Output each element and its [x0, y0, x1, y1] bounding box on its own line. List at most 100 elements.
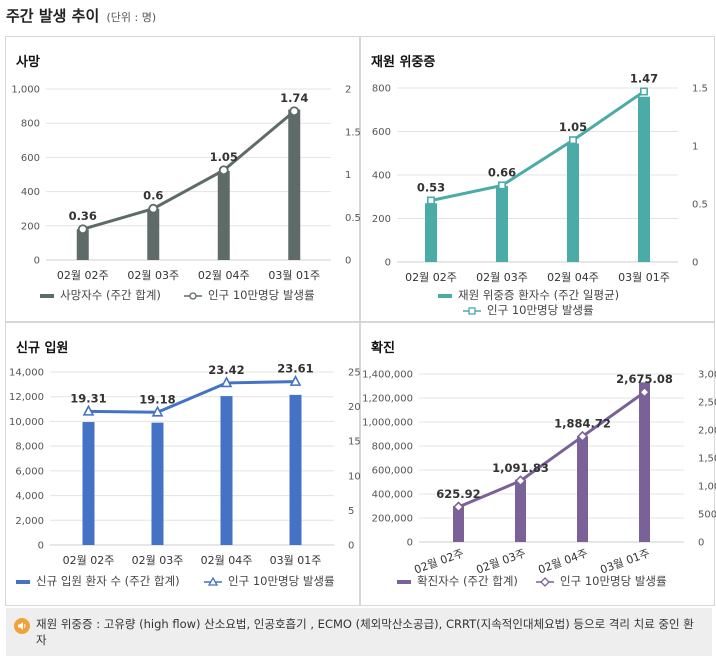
left-axis-tick: 8,000	[15, 442, 44, 453]
left-axis-tick: 400,000	[372, 490, 413, 501]
left-axis-tick: 600	[372, 127, 391, 138]
bar	[288, 109, 301, 261]
bar	[453, 506, 464, 542]
bar	[76, 229, 89, 260]
legend-line-marker	[189, 292, 197, 300]
legend-bar-label: 사망자수 (주간 합계)	[60, 288, 161, 302]
bar	[289, 394, 302, 545]
right-axis-tick: 1,500	[698, 454, 716, 465]
right-axis-tick: 1.5	[692, 84, 708, 95]
right-axis-tick: 15	[348, 437, 361, 448]
legend-line-label: 인구 10만명당 발생률	[487, 303, 594, 317]
data-label: 2,675.08	[616, 372, 673, 386]
right-axis-tick: 3,000	[698, 370, 716, 381]
category-label: 03월 01주	[618, 271, 670, 284]
rate-point	[77, 224, 88, 235]
right-axis-tick: 1	[692, 142, 698, 153]
left-axis-tick: 14,000	[9, 368, 44, 379]
legend-line-label: 인구 10만명당 발생률	[560, 574, 667, 588]
admissions-chart-title: 신규 입원	[16, 341, 69, 356]
right-axis-tick: 500	[698, 510, 716, 521]
left-axis-tick: 800,000	[372, 442, 413, 453]
left-axis-tick: 1,000	[11, 85, 40, 96]
left-axis-tick: 600,000	[372, 466, 413, 477]
category-label: 02월 02주	[57, 269, 109, 282]
left-axis-tick: 1,000,000	[362, 418, 413, 429]
left-axis-tick: 0	[385, 258, 391, 269]
rate-point	[638, 386, 651, 398]
right-axis-tick: 2,000	[698, 426, 716, 437]
rate-line	[88, 380, 296, 414]
bar	[425, 203, 437, 262]
right-axis-tick: 5	[348, 506, 354, 517]
left-axis-tick: 400	[21, 187, 40, 198]
footnote: 재원 위중증 : 고유량 (high flow) 산소요법, 인공호흡기 , E…	[6, 608, 712, 656]
legend-line-marker	[540, 577, 550, 587]
legend-bar-label: 확진자수 (주간 합계)	[417, 574, 518, 588]
rate-point	[289, 374, 302, 386]
confirmed-chart-panel: 확진 0 200,000 400,000 600,000 800,000 1,000,00…	[360, 322, 716, 606]
left-axis-tick: 800	[21, 119, 40, 130]
data-label: 23.42	[208, 363, 244, 377]
category-label: 02월 03주	[476, 271, 528, 284]
data-label: 23.61	[277, 362, 313, 376]
category-label: 02월 02주	[63, 554, 115, 567]
rate-line	[430, 90, 645, 202]
left-axis-tick: 1,400,000	[362, 370, 413, 381]
footnote-text: 재원 위중증 : 고유량 (high flow) 산소요법, 인공호흡기 , E…	[36, 617, 694, 647]
critical-chart-panel: 재원 위중증 0 200 400 600 800 0 0.5 1 1.5 02월 02주 02월 0…	[360, 36, 715, 322]
bar	[638, 96, 650, 262]
right-axis-tick: 0	[348, 541, 354, 552]
data-label: 1.74	[280, 91, 308, 105]
right-axis-tick: 1.5	[345, 127, 361, 138]
data-label: 19.31	[70, 391, 106, 405]
bar	[151, 422, 164, 545]
critical-chart: 0 200 400 600 800 0 0.5 1 1.5 02월 02주 02월 03주 02월 0…	[372, 71, 708, 317]
bar	[515, 479, 526, 542]
legend-bar-swatch	[397, 580, 411, 584]
critical-chart-title: 재원 위중증	[371, 55, 436, 70]
category-label: 02월 04주	[198, 269, 250, 282]
legend-bar-label: 재원 위중증 환자수 (주간 일평균)	[458, 288, 619, 302]
left-axis-tick: 1,200,000	[362, 394, 413, 405]
left-axis-tick: 6,000	[15, 466, 44, 477]
data-label: 1.05	[210, 150, 238, 164]
category-label: 02월 02주	[412, 547, 465, 577]
data-label: 0.53	[417, 181, 445, 195]
rate-point	[498, 181, 507, 190]
rate-point	[289, 106, 300, 117]
legend-bar-label: 신규 입원 환자 수 (주간 합계)	[36, 574, 180, 588]
legend-bar-swatch	[16, 580, 30, 584]
deaths-chart: 0 200 400 600 800 1,000 0 0.5 1 1.5 2 02월 02주 02월 03…	[11, 85, 361, 303]
rate-point	[427, 196, 436, 205]
right-axis-tick: 2,500	[698, 398, 716, 409]
category-label: 03월 01주	[268, 269, 320, 282]
speaker-icon	[14, 618, 30, 634]
bar	[496, 185, 508, 262]
left-axis-tick: 12,000	[9, 392, 44, 403]
left-axis-tick: 10,000	[9, 417, 44, 428]
rate-point	[220, 376, 233, 388]
data-label: 1.47	[630, 71, 658, 85]
right-axis-tick: 20	[348, 402, 361, 413]
confirmed-chart-title: 확진	[371, 341, 395, 356]
legend-line-label: 인구 10만명당 발생률	[208, 288, 315, 302]
category-label: 02월 04주	[547, 271, 599, 284]
bar	[147, 208, 160, 260]
page-header: 주간 발생 추이 (단위 : 명)	[0, 0, 716, 34]
left-axis-tick: 200	[21, 221, 40, 232]
category-label: 02월 04주	[201, 554, 253, 567]
left-axis-tick: 0	[38, 541, 44, 552]
right-axis-tick: 0.5	[345, 213, 361, 224]
category-label: 02월 03주	[127, 269, 179, 282]
rate-point	[218, 165, 229, 176]
legend-bar-swatch	[40, 294, 54, 298]
rate-point	[514, 475, 527, 487]
left-axis-tick: 200	[372, 214, 391, 225]
right-axis-tick: 0	[698, 538, 704, 549]
left-axis-tick: 2,000	[15, 516, 44, 527]
rate-point	[576, 430, 589, 443]
bar	[567, 143, 579, 262]
confirmed-chart: 0 200,000 400,000 600,000 800,000 1,000,000 1,…	[362, 370, 716, 589]
data-label: 0.36	[69, 209, 97, 223]
